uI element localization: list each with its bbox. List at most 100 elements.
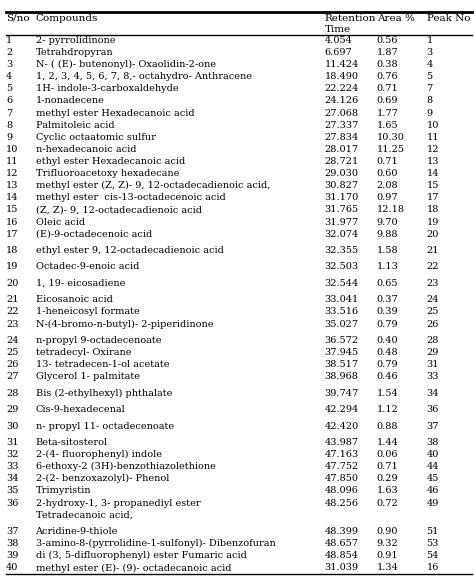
- Text: 48.657: 48.657: [325, 539, 359, 548]
- Text: 24: 24: [6, 336, 18, 345]
- Text: 6.697: 6.697: [325, 48, 353, 57]
- Text: 1-heneicosyl formate: 1-heneicosyl formate: [36, 307, 139, 317]
- Text: 27.337: 27.337: [325, 120, 359, 130]
- Text: 7: 7: [427, 85, 433, 93]
- Text: ethyl ester 9, 12-octadecadienoic acid: ethyl ester 9, 12-octadecadienoic acid: [36, 246, 223, 255]
- Text: 0.97: 0.97: [377, 193, 399, 202]
- Text: 40: 40: [6, 563, 18, 573]
- Text: 3-amino-8-(pyrrolidine-1-sulfonyl)- Dibenzofuran: 3-amino-8-(pyrrolidine-1-sulfonyl)- Dibe…: [36, 539, 275, 548]
- Text: methyl ester Hexadecanoic acid: methyl ester Hexadecanoic acid: [36, 108, 194, 118]
- Text: 21: 21: [6, 295, 18, 305]
- Text: 24.126: 24.126: [325, 97, 359, 105]
- Text: 0.56: 0.56: [377, 36, 398, 45]
- Text: 35: 35: [6, 486, 18, 496]
- Text: 32: 32: [6, 450, 18, 459]
- Text: 0.37: 0.37: [377, 295, 399, 305]
- Text: Bis (2-ethylhexyl) phthalate: Bis (2-ethylhexyl) phthalate: [36, 389, 172, 398]
- Text: 15: 15: [427, 181, 439, 190]
- Text: 39.747: 39.747: [325, 389, 359, 398]
- Text: 12.18: 12.18: [377, 206, 405, 214]
- Text: 2-hydroxy-1, 3- propanediyl ester: 2-hydroxy-1, 3- propanediyl ester: [36, 499, 200, 508]
- Text: 2-(4- fluorophenyl) indole: 2-(4- fluorophenyl) indole: [36, 450, 162, 459]
- Text: 0.79: 0.79: [377, 360, 399, 369]
- Text: 31.765: 31.765: [325, 206, 359, 214]
- Text: 0.48: 0.48: [377, 348, 399, 357]
- Text: 12: 12: [427, 145, 439, 154]
- Text: 11.25: 11.25: [377, 145, 405, 154]
- Text: 1.65: 1.65: [377, 120, 399, 130]
- Text: 44: 44: [427, 462, 439, 471]
- Text: 22: 22: [427, 262, 439, 272]
- Text: 2: 2: [6, 48, 12, 57]
- Text: 20: 20: [427, 230, 439, 239]
- Text: 38.517: 38.517: [325, 360, 359, 369]
- Text: ethyl ester Hexadecanoic acid: ethyl ester Hexadecanoic acid: [36, 157, 185, 166]
- Text: 35.027: 35.027: [325, 320, 359, 328]
- Text: 0.06: 0.06: [377, 450, 398, 459]
- Text: 36: 36: [427, 405, 439, 414]
- Text: 13: 13: [6, 181, 18, 190]
- Text: 48.854: 48.854: [325, 551, 359, 560]
- Text: 26: 26: [6, 360, 18, 369]
- Text: 32.544: 32.544: [325, 279, 359, 288]
- Text: Cyclic octaatomic sulfur: Cyclic octaatomic sulfur: [36, 133, 155, 142]
- Text: 31.039: 31.039: [325, 563, 359, 573]
- Text: 31.170: 31.170: [325, 193, 359, 202]
- Text: 0.39: 0.39: [377, 307, 399, 317]
- Text: (E)-9-octadecenoic acid: (E)-9-octadecenoic acid: [36, 230, 152, 239]
- Text: Peak No: Peak No: [427, 14, 470, 23]
- Text: 17: 17: [427, 193, 439, 202]
- Text: Tetradecanoic acid,: Tetradecanoic acid,: [36, 511, 132, 520]
- Text: 8: 8: [427, 97, 433, 105]
- Text: 14: 14: [6, 193, 18, 202]
- Text: 23: 23: [6, 320, 18, 328]
- Text: 37: 37: [6, 527, 18, 536]
- Text: 37: 37: [427, 422, 439, 431]
- Text: 21: 21: [427, 246, 439, 255]
- Text: 1.34: 1.34: [377, 563, 399, 573]
- Text: 6: 6: [6, 97, 12, 105]
- Text: 0.91: 0.91: [377, 551, 399, 560]
- Text: 27.834: 27.834: [325, 133, 359, 142]
- Text: 29.030: 29.030: [325, 169, 359, 178]
- Text: 28.721: 28.721: [325, 157, 359, 166]
- Text: 20: 20: [6, 279, 18, 288]
- Text: 5: 5: [427, 72, 433, 81]
- Text: 1H- indole-3-carboxaldehyde: 1H- indole-3-carboxaldehyde: [36, 85, 178, 93]
- Text: methyl ester (Z, Z)- 9, 12-octadecadienoic acid,: methyl ester (Z, Z)- 9, 12-octadecadieno…: [36, 181, 270, 190]
- Text: 17: 17: [6, 230, 18, 239]
- Text: 1.12: 1.12: [377, 405, 399, 414]
- Text: 43.987: 43.987: [325, 438, 359, 447]
- Text: Trifluoroacetoxy hexadecane: Trifluoroacetoxy hexadecane: [36, 169, 179, 178]
- Text: 36.572: 36.572: [325, 336, 359, 345]
- Text: 49: 49: [427, 499, 439, 508]
- Text: 4: 4: [6, 72, 12, 81]
- Text: Cis-9-hexadecenal: Cis-9-hexadecenal: [36, 405, 125, 414]
- Text: tetradecyl- Oxirane: tetradecyl- Oxirane: [36, 348, 131, 357]
- Text: Beta-sitosterol: Beta-sitosterol: [36, 438, 108, 447]
- Text: 5: 5: [6, 85, 12, 93]
- Text: 0.38: 0.38: [377, 60, 399, 69]
- Text: 0.88: 0.88: [377, 422, 398, 431]
- Text: 9: 9: [427, 108, 433, 118]
- Text: 33: 33: [427, 372, 439, 382]
- Text: 47.850: 47.850: [325, 474, 359, 483]
- Text: 0.72: 0.72: [377, 499, 399, 508]
- Text: 15: 15: [6, 206, 18, 214]
- Text: 0.60: 0.60: [377, 169, 398, 178]
- Text: n- propyl 11- octadecenoate: n- propyl 11- octadecenoate: [36, 422, 173, 431]
- Text: 25: 25: [6, 348, 18, 357]
- Text: 7: 7: [6, 108, 12, 118]
- Text: 33: 33: [6, 462, 18, 471]
- Text: 48.096: 48.096: [325, 486, 358, 496]
- Text: 0.90: 0.90: [377, 527, 398, 536]
- Text: 28.017: 28.017: [325, 145, 359, 154]
- Text: 0.79: 0.79: [377, 320, 399, 328]
- Text: N-(4-bromo-n-butyl)- 2-piperidinone: N-(4-bromo-n-butyl)- 2-piperidinone: [36, 320, 213, 329]
- Text: 16: 16: [6, 218, 18, 226]
- Text: n-hexadecanoic acid: n-hexadecanoic acid: [36, 145, 136, 154]
- Text: 0.29: 0.29: [377, 474, 399, 483]
- Text: 18: 18: [427, 206, 439, 214]
- Text: Oleic acid: Oleic acid: [36, 218, 85, 226]
- Text: 26: 26: [427, 320, 439, 328]
